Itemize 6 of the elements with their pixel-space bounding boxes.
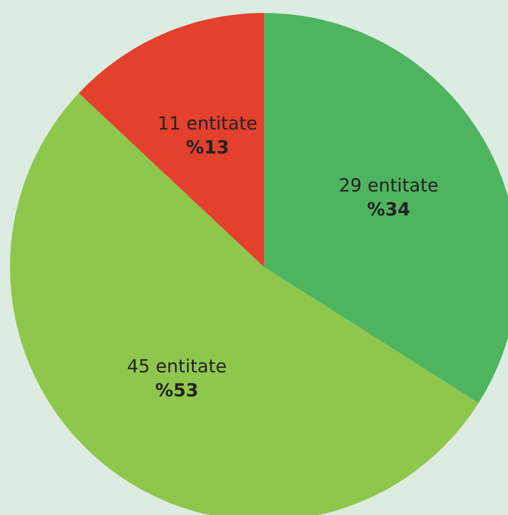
slice-label: 45 entitate (128, 358, 226, 373)
data-label: %13 (186, 140, 228, 154)
slice-label: 11 entitate (160, 116, 256, 130)
slice-label: 29 entitate (340, 178, 438, 192)
data-label: %34 (368, 202, 410, 216)
data-label: %53 (156, 382, 197, 397)
